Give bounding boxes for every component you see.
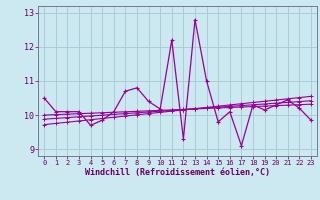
X-axis label: Windchill (Refroidissement éolien,°C): Windchill (Refroidissement éolien,°C) [85,168,270,177]
